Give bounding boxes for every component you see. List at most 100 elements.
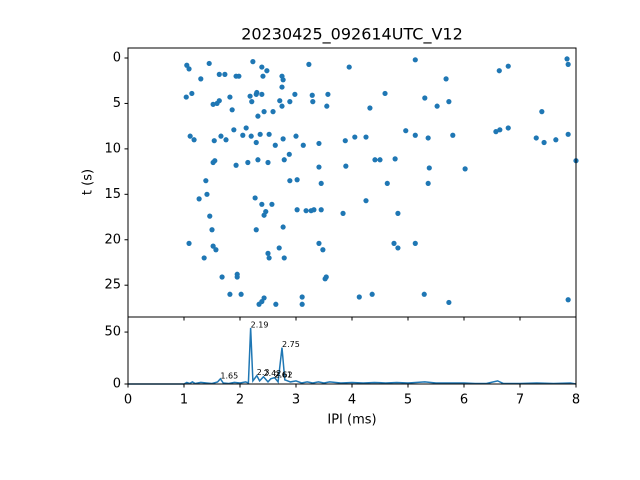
scatter-point [204, 191, 210, 197]
scatter-point [280, 136, 286, 142]
scatter-point [421, 291, 427, 297]
scatter-point [352, 134, 358, 140]
scatter-point [210, 243, 216, 249]
x-tick-label: 2 [236, 393, 244, 408]
scatter-point [363, 134, 369, 140]
scatter-point [250, 59, 256, 65]
scatter-point [261, 109, 267, 115]
scatter-point [292, 91, 298, 97]
scatter-point [316, 164, 322, 170]
scatter-point [270, 109, 276, 115]
scatter-point [316, 240, 322, 246]
scatter-point [216, 71, 222, 77]
scatter-point [286, 151, 292, 157]
scatter-point [279, 84, 285, 90]
scatter-point [234, 274, 240, 280]
scatter-point [196, 196, 202, 202]
scatter-point [277, 98, 283, 104]
scatter-point [318, 180, 324, 187]
scatter-point [264, 68, 270, 74]
y-axis-label: t (s) [81, 169, 96, 195]
scatter-point [216, 98, 222, 104]
scatter-point [300, 142, 306, 148]
scatter-point [369, 291, 375, 297]
peak-label: 2.3 [257, 368, 270, 377]
scatter-point [446, 99, 452, 105]
scatter-point [201, 255, 207, 261]
scatter-point [443, 76, 449, 82]
scatter-point [257, 131, 263, 137]
y-tick-label: 50 [104, 325, 121, 340]
line [128, 327, 577, 385]
y-tick-label: 5 [113, 96, 121, 111]
scatter-point [306, 61, 312, 67]
scatter-point [191, 137, 197, 143]
scatter-point [533, 135, 539, 141]
scatter-point [287, 99, 293, 105]
scatter-point [245, 159, 251, 166]
scatter-point [281, 255, 287, 261]
scatter-point [446, 299, 452, 306]
scatter-point [231, 127, 237, 133]
scatter-point [243, 125, 249, 131]
scatter-point [462, 166, 468, 172]
scatter-point [222, 71, 228, 77]
scatter-point [187, 133, 193, 139]
scatter-point [256, 301, 262, 307]
y-tick-label: 10 [104, 141, 121, 156]
scatter-point [186, 66, 192, 72]
scatter-point [425, 135, 431, 141]
scatter-point [207, 213, 213, 219]
scatter-point [377, 157, 383, 163]
x-tick-label: 8 [572, 393, 580, 408]
scatter-point [229, 107, 235, 113]
scatter-point [539, 109, 545, 115]
scatter-point [412, 240, 418, 246]
scatter-point [210, 159, 216, 166]
scatter-point [266, 131, 272, 137]
scatter-point [553, 137, 559, 143]
scatter-point [422, 95, 428, 101]
scatter-point [287, 178, 293, 184]
scatter-point [238, 291, 244, 297]
x-tick-label: 0 [124, 393, 132, 408]
scatter-point [259, 64, 265, 70]
scatter-point [261, 212, 267, 218]
scatter-point [412, 57, 418, 63]
scatter-point [227, 291, 233, 297]
scatter-point [236, 73, 242, 79]
y-tick-label: 20 [104, 232, 121, 247]
scatter-point [209, 227, 215, 233]
scatter-point [183, 94, 189, 100]
scatter-point [434, 103, 440, 109]
x-tick-label: 6 [460, 393, 468, 408]
scatter-point [340, 210, 346, 216]
scatter-point [346, 64, 352, 70]
scatter-point [342, 138, 348, 144]
scatter-point [218, 133, 224, 139]
scatter-point [320, 247, 326, 253]
scatter-point [273, 301, 279, 307]
scatter-point [294, 207, 300, 213]
scatter-point [211, 138, 217, 144]
scatter-point [253, 139, 259, 146]
scatter-point [564, 56, 570, 62]
scatter-point [565, 61, 571, 67]
scatter-point [324, 103, 330, 109]
scatter-point [259, 201, 265, 207]
scatter-point [325, 91, 331, 97]
scatter-point [497, 127, 503, 133]
scatter-point [265, 159, 271, 166]
peak-label: 2.19 [251, 320, 269, 329]
scatter-point [382, 90, 388, 97]
scatter-point [318, 207, 324, 213]
peak-label: 1.65 [220, 371, 238, 380]
scatter-point [395, 245, 401, 251]
x-tick-label: 7 [516, 393, 524, 408]
x-tick-label: 3 [292, 393, 300, 408]
scatter-point [249, 99, 255, 105]
scatter-point [384, 180, 390, 187]
scatter-point [255, 157, 261, 163]
scatter-point [260, 73, 266, 79]
